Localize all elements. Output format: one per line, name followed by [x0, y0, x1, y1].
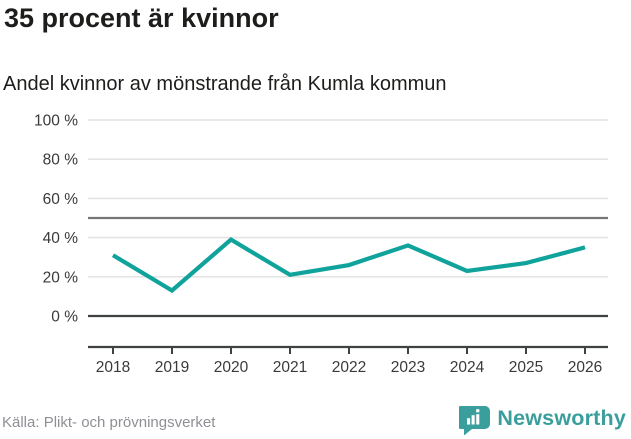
y-tick-label: 60 %	[43, 191, 79, 208]
chart-subtitle: Andel kvinnor av mönstrande från Kumla k…	[3, 73, 447, 95]
x-tick-label: 2026	[568, 359, 602, 376]
y-tick-label: 0 %	[51, 309, 78, 326]
y-tick-label: 100 %	[34, 113, 78, 130]
y-tick-label: 40 %	[43, 230, 79, 247]
bar-chart-speech-bubble-icon	[459, 406, 491, 435]
data-line	[111, 236, 586, 294]
x-tick-label: 2021	[273, 359, 307, 376]
chart-footer: Källa: Plikt- och prövningsverket Newswo…	[0, 399, 631, 439]
y-tick-label: 80 %	[43, 152, 79, 169]
newsworthy-wordmark: Newsworthy	[497, 406, 626, 430]
y-tick-label: 20 %	[43, 269, 79, 286]
x-tick-label: 2024	[450, 359, 485, 376]
line-chart: 0 % 20 % 40 % 60 % 80 % 100 % 2018 2019 2020 2021…	[34, 113, 608, 376]
x-tick-label: 2020	[214, 359, 249, 376]
x-tick-label: 2022	[332, 359, 366, 376]
x-tick-label: 2023	[391, 359, 425, 376]
chart-title: 35 procent är kvinnor	[4, 3, 279, 33]
newsworthy-logo[interactable]: Newsworthy	[459, 402, 626, 435]
x-tick-label: 2025	[509, 359, 543, 376]
source-note: Källa: Plikt- och prövningsverket	[2, 414, 216, 431]
x-tick-label: 2018	[96, 359, 130, 376]
x-tick-label: 2019	[155, 359, 189, 376]
